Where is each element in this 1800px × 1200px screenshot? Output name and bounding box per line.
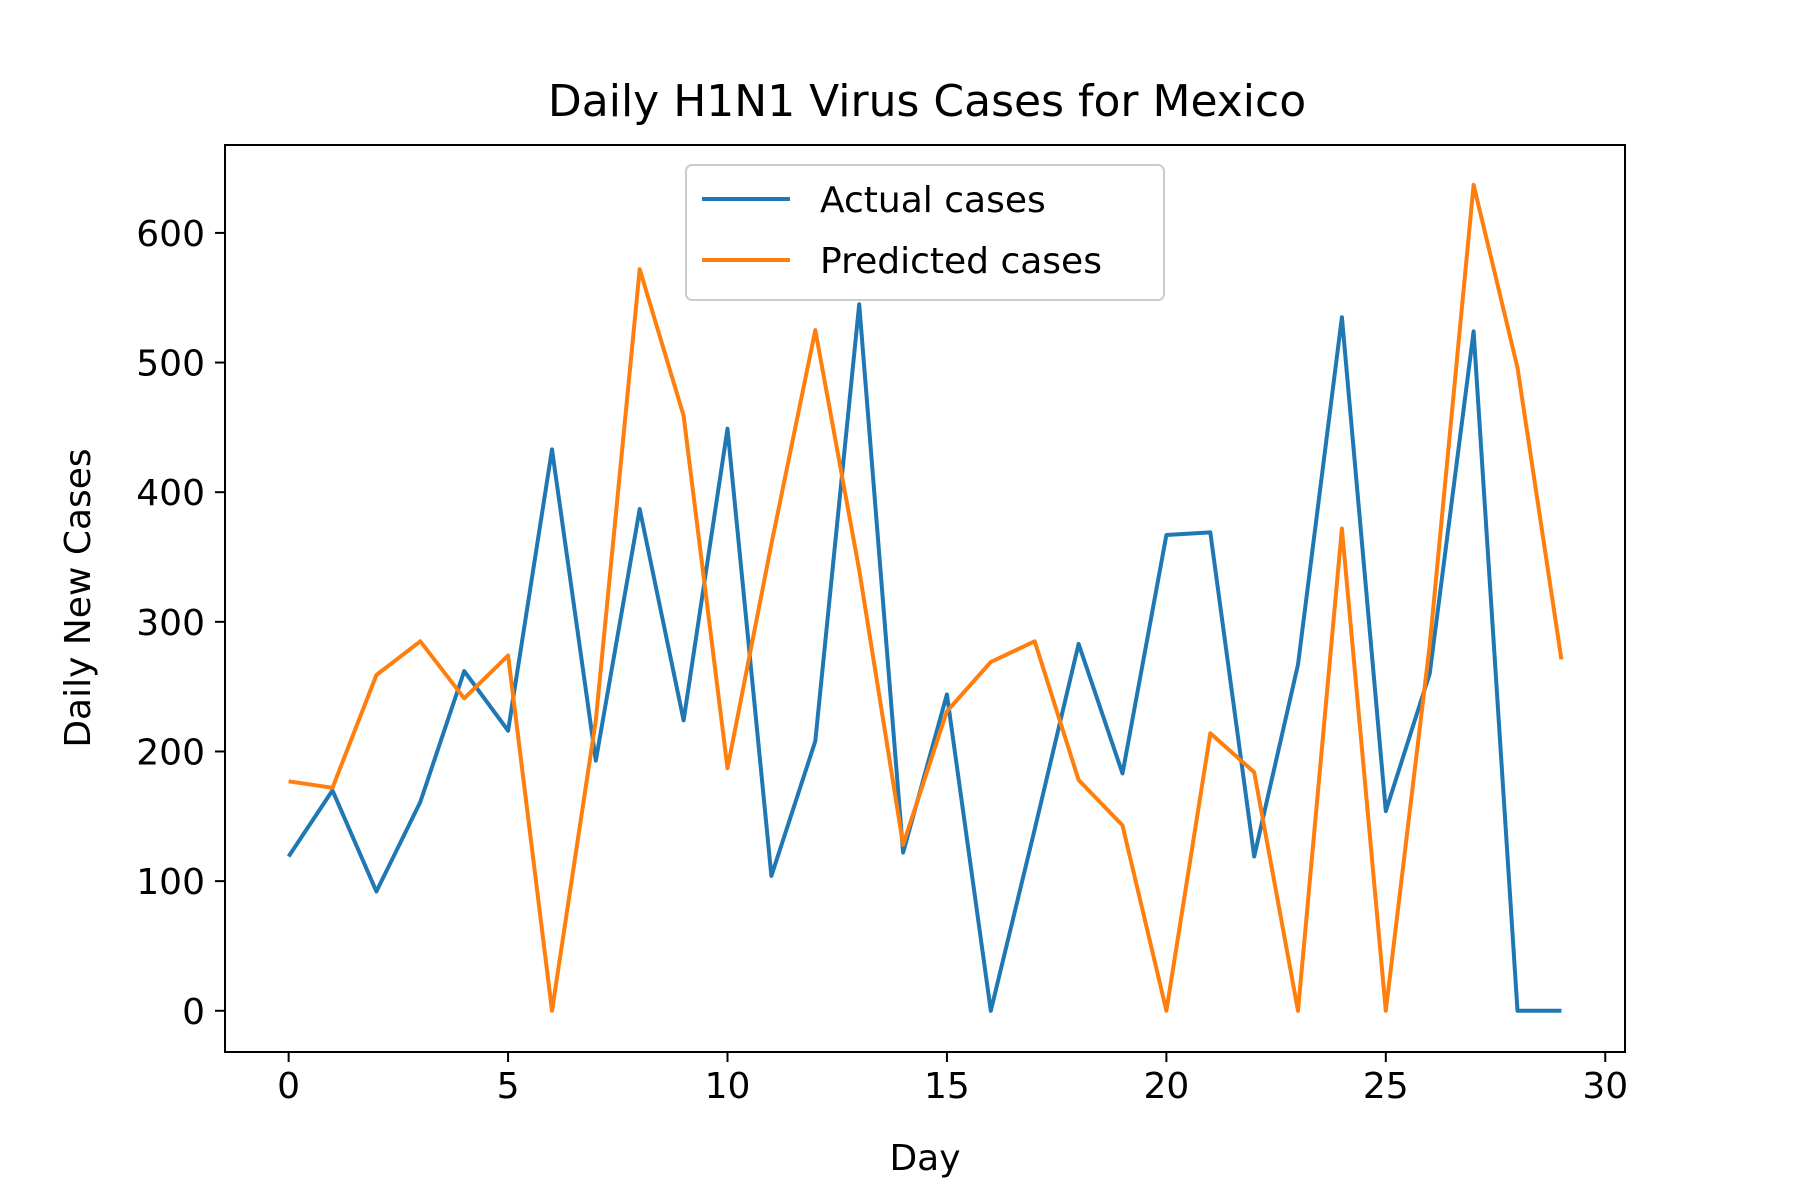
plot-frame (224, 144, 1626, 1053)
x-axis: 0 5 10 15 20 25 30 (277, 1052, 1628, 1107)
y-axis-label: Daily New Cases (58, 448, 99, 747)
y-tick-label: 500 (136, 344, 205, 385)
series-layer (286, 182, 1564, 1013)
x-tick-label: 0 (277, 1066, 300, 1107)
x-tick-label: 30 (1582, 1066, 1628, 1107)
x-axis-label: Day (889, 1138, 960, 1179)
legend-label-predicted: Predicted cases (820, 241, 1102, 282)
y-axis: 0 100 200 300 400 500 600 (136, 214, 225, 1033)
y-tick-label: 100 (136, 862, 205, 903)
y-tick-label: 600 (136, 214, 205, 255)
y-tick-label: 400 (136, 473, 205, 514)
x-tick-label: 20 (1143, 1066, 1189, 1107)
y-tick-label: 300 (136, 603, 205, 644)
x-tick-label: 15 (924, 1066, 970, 1107)
plot-area (224, 144, 1626, 1053)
x-tick-label: 5 (497, 1066, 520, 1107)
legend: Actual cases Predicted cases (685, 164, 1165, 301)
legend-box (685, 164, 1165, 301)
y-tick-label: 200 (136, 732, 205, 773)
y-tick-label: 0 (182, 992, 205, 1033)
legend-label-actual: Actual cases (820, 180, 1046, 221)
series-line-predicted (288, 182, 1564, 1013)
x-tick-label: 10 (705, 1066, 751, 1107)
x-tick-label: 25 (1363, 1066, 1409, 1107)
chart-title: Daily H1N1 Virus Cases for Mexico (548, 76, 1306, 127)
